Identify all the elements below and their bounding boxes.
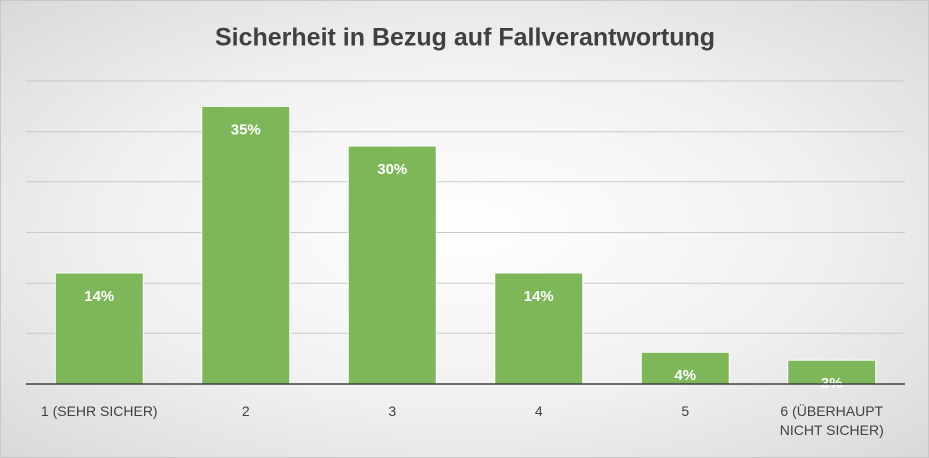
bar [494,272,584,385]
data-label: 14% [524,288,554,305]
data-label: 14% [84,288,114,305]
x-tick-label: 5 [681,403,690,419]
data-label: 35% [231,121,261,138]
x-tick-label: 4 [534,403,543,419]
x-tick-label: 2 [241,403,250,419]
data-label: 30% [377,161,407,178]
x-tick-label: 6 (ÜBERHAUPT NICHT SICHER) [779,403,884,438]
chart-title: Sicherheit in Bezug auf Fallverantwortun… [215,24,715,52]
data-label: 4% [674,367,696,384]
bar [640,351,730,385]
bar [347,145,437,385]
x-tick-label: 3 [388,403,397,419]
x-tick-label: 1 (SEHR SICHER) [40,403,158,419]
bar [201,105,291,385]
